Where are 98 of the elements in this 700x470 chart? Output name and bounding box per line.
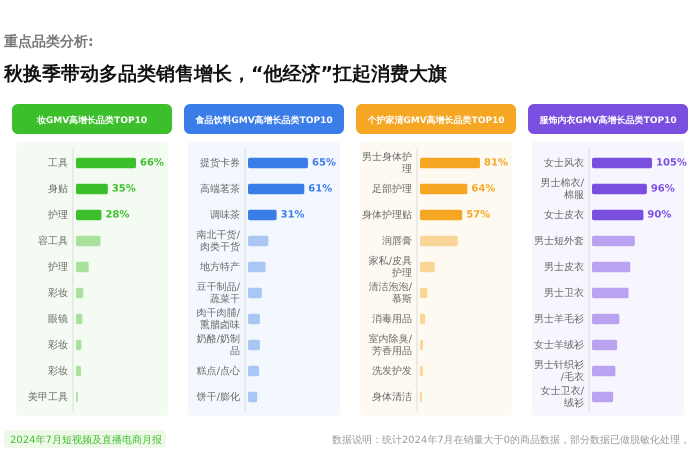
bar (248, 262, 266, 272)
bar (592, 366, 616, 376)
chart-title: 妆GMV高增长品类TOP10 (36, 115, 148, 126)
y-tick-label: 地方特产 (199, 260, 240, 273)
bar (76, 158, 136, 168)
y-tick-label: 消毒用品 (372, 312, 412, 325)
bar (420, 288, 428, 298)
y-tick-label: 彩妆 (48, 364, 68, 377)
y-tick-label: 身体护理贴 (362, 208, 412, 221)
bar (76, 314, 82, 324)
bar (76, 366, 81, 376)
y-tick-label: 身贴 (48, 182, 68, 195)
chart-title: 服饰内衣GMV高增长品类TOP10 (538, 115, 677, 126)
data-label: 57% (466, 210, 490, 221)
y-tick-label: 饼干/膨化 (196, 390, 240, 403)
data-label: 81% (484, 158, 508, 169)
bar (420, 366, 423, 376)
y-tick-label: 护理 (47, 260, 68, 273)
y-tick-label: 男士身体护理 (362, 150, 412, 175)
bar (420, 158, 480, 168)
y-tick-label: 男士棉衣/棉服 (540, 176, 585, 201)
bar (248, 210, 277, 220)
bar (76, 288, 84, 298)
y-tick-label: 南北干货/肉类干货 (196, 228, 241, 253)
bar (248, 340, 260, 350)
bar (420, 262, 435, 272)
y-tick-label: 豆干制品/蔬菜干 (196, 280, 241, 305)
text: 数据说明：统计2024年7月在销量大于0的商品数据，部分数据已做脱敏化处理， (332, 434, 690, 446)
bar (248, 288, 262, 298)
data-label: 31% (280, 210, 305, 221)
y-tick-label: 润唇膏 (382, 234, 412, 247)
y-tick-label: 男士针织衫/毛衣 (534, 358, 584, 383)
bar (76, 210, 102, 220)
y-tick-label: 容工具 (38, 234, 68, 247)
y-tick-label: 身体清洁 (372, 390, 412, 403)
y-tick-label: 室内除臭/芳香用品 (368, 332, 413, 357)
bar (592, 210, 644, 220)
bar (592, 288, 629, 298)
y-tick-label: 男士皮衣 (544, 260, 584, 273)
y-tick-label: 彩妆 (48, 286, 68, 299)
bar (248, 184, 304, 194)
y-tick-label: 女士风衣 (544, 156, 584, 169)
bar (248, 236, 268, 246)
bar (420, 314, 426, 324)
bar (248, 392, 258, 402)
y-tick-label: 肉干肉脯/熏腊卤味 (196, 306, 241, 331)
bar (76, 340, 82, 350)
bar (592, 314, 620, 324)
y-tick-label: 男士短外套 (534, 234, 584, 247)
bar (248, 366, 260, 376)
y-tick-label: 提货卡券 (200, 156, 240, 169)
y-tick-label: 彩妆 (48, 338, 68, 351)
y-tick-label: 女士皮衣 (544, 208, 584, 221)
data-label: 90% (647, 210, 672, 221)
y-tick-label: 工具 (48, 158, 68, 169)
bar (420, 236, 458, 246)
bar (76, 184, 108, 194)
y-tick-label: 男士卫衣 (544, 286, 584, 299)
text: 秋换季带动多品类销售增长，“他经济”扛起消费大旗 (3, 63, 447, 85)
data-label: 66% (140, 158, 164, 169)
y-tick-label: 护理 (47, 208, 68, 221)
text: 重点品类分析: (3, 34, 94, 50)
bar (420, 184, 468, 194)
y-tick-label: 眼镜 (48, 312, 68, 325)
bar (592, 184, 647, 194)
y-tick-label: 家私/皮具护理 (368, 254, 412, 279)
y-tick-label: 清洁泡泡/慕斯 (368, 280, 413, 305)
data-label: 35% (112, 184, 136, 195)
bar (420, 340, 423, 350)
bar (592, 262, 630, 272)
bar (248, 314, 260, 324)
y-tick-label: 足部护理 (372, 182, 412, 195)
bar (592, 340, 618, 350)
y-tick-label: 女士卫衣/绒衫 (540, 384, 585, 409)
chart-title: 食品饮料GMV高增长品类TOP10 (194, 115, 333, 126)
text: 2024年7月短视频及直播电商月报 (10, 434, 162, 446)
y-tick-label: 女士羊绒衫 (534, 338, 584, 351)
bar (592, 392, 614, 402)
bar (420, 210, 462, 220)
y-tick-label: 美甲工具 (28, 390, 68, 403)
chart-title: 个护家清GMV高增长品类TOP10 (366, 115, 505, 126)
data-label: 61% (308, 184, 332, 195)
bar (248, 158, 308, 168)
y-tick-label: 男士羊毛衫 (534, 312, 584, 325)
y-tick-label: 高端茗茶 (200, 182, 240, 195)
bar (592, 158, 652, 168)
bar (76, 262, 89, 272)
data-label: 65% (312, 158, 336, 169)
data-label: 105% (656, 158, 687, 169)
y-tick-label: 糕点/点心 (196, 364, 240, 377)
data-label: 28% (105, 210, 130, 221)
y-tick-label: 洗发护发 (372, 364, 412, 377)
bar (76, 236, 101, 246)
y-tick-label: 奶酪/奶制品 (196, 332, 240, 357)
bar (592, 236, 635, 246)
data-label: 64% (471, 184, 496, 195)
data-label: 96% (650, 184, 675, 195)
y-tick-label: 调味茶 (210, 208, 240, 221)
